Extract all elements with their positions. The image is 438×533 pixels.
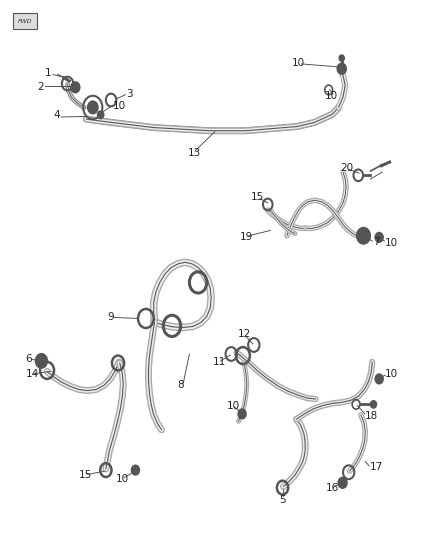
Circle shape xyxy=(36,354,47,368)
Text: 18: 18 xyxy=(365,411,378,421)
FancyBboxPatch shape xyxy=(13,13,37,29)
Circle shape xyxy=(338,478,347,488)
Text: 10: 10 xyxy=(385,369,399,378)
Text: 12: 12 xyxy=(238,329,251,340)
Circle shape xyxy=(238,409,246,419)
Text: 10: 10 xyxy=(324,91,337,101)
Text: 17: 17 xyxy=(370,463,383,472)
Circle shape xyxy=(339,55,344,61)
Text: 2: 2 xyxy=(38,82,44,92)
Text: 10: 10 xyxy=(227,401,240,411)
Text: 7: 7 xyxy=(373,237,380,247)
Text: FWD: FWD xyxy=(18,19,32,23)
Circle shape xyxy=(131,465,139,475)
Circle shape xyxy=(98,111,104,118)
Text: 14: 14 xyxy=(25,369,39,378)
Text: 16: 16 xyxy=(325,482,339,492)
Text: 15: 15 xyxy=(251,192,265,202)
Text: 4: 4 xyxy=(53,110,60,120)
Circle shape xyxy=(375,374,383,384)
Text: 8: 8 xyxy=(178,380,184,390)
Text: 20: 20 xyxy=(340,163,353,173)
Text: 15: 15 xyxy=(79,471,92,480)
Circle shape xyxy=(88,101,98,114)
Text: 6: 6 xyxy=(25,354,32,364)
Text: 9: 9 xyxy=(108,312,114,322)
Text: 5: 5 xyxy=(279,495,286,505)
Circle shape xyxy=(357,228,370,244)
Text: 11: 11 xyxy=(213,357,226,367)
Circle shape xyxy=(375,232,383,242)
Circle shape xyxy=(71,82,80,93)
Text: 10: 10 xyxy=(113,101,126,111)
Text: 10: 10 xyxy=(385,238,399,248)
Text: 1: 1 xyxy=(45,69,52,78)
Circle shape xyxy=(371,401,377,408)
Text: 19: 19 xyxy=(240,232,253,242)
Text: 3: 3 xyxy=(126,89,133,99)
Circle shape xyxy=(337,63,346,74)
Text: 10: 10 xyxy=(116,474,128,483)
Text: 10: 10 xyxy=(292,58,305,68)
Text: 13: 13 xyxy=(187,148,201,158)
